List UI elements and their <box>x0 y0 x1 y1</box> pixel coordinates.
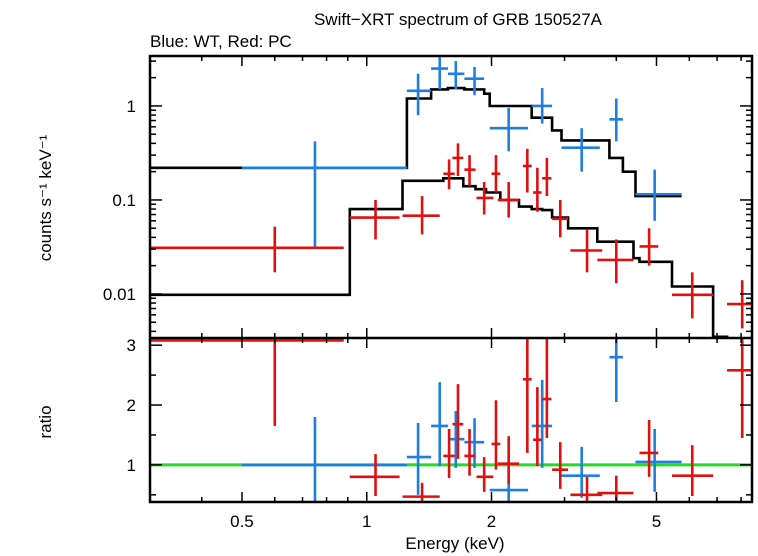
ratio-data-point-wt <box>531 379 553 468</box>
ratio-data-point-wt <box>241 417 407 502</box>
spectrum-data-point-pc <box>522 148 532 193</box>
chart-subtitle: Blue: WT, Red: PC <box>150 32 292 51</box>
spectrum-y-tick-label: 0.1 <box>112 191 136 210</box>
spectrum-data-point-wt <box>609 98 623 142</box>
spectrum-data-point-pc <box>639 228 659 266</box>
spectrum-data-point-wt <box>241 141 407 247</box>
spectrum-data-point-pc <box>402 196 440 235</box>
spectrum-data-point-pc <box>597 239 634 284</box>
ratio-data-point-pc <box>150 338 344 426</box>
x-tick-label: 0.5 <box>230 512 254 531</box>
ratio-data-point-pc <box>552 442 569 489</box>
ratio-data-point-pc <box>727 338 752 438</box>
x-tick-label: 5 <box>652 512 661 531</box>
spectrum-data-point-pc <box>497 182 520 218</box>
ratio-y-tick-label: 1 <box>127 456 136 475</box>
spectrum-data-point-pc <box>727 280 752 329</box>
ratio-data-point-pc <box>671 445 714 497</box>
spectrum-data-point-pc <box>150 226 344 273</box>
ratio-data-point-wt <box>431 382 448 467</box>
ratio-y-tick-label: 3 <box>127 336 136 355</box>
spectrum-data-point-wt <box>531 88 553 124</box>
ratio-data-point-wt <box>561 446 600 498</box>
spectrum-data-point-wt <box>464 66 485 96</box>
ratio-data-point-wt <box>464 418 485 468</box>
x-tick-label: 2 <box>487 512 496 531</box>
ratio-data-point-pc <box>597 475 634 502</box>
ratio-data-point-pc <box>533 387 542 467</box>
ratio-y-axis-label: ratio <box>36 405 55 438</box>
spectrum-data-point-wt <box>447 61 465 90</box>
ratio-data-point-pc <box>491 400 501 470</box>
ratio-data-point-wt <box>635 428 682 492</box>
x-axis-label: Energy (keV) <box>405 534 504 553</box>
ratio-data-point-pc <box>452 384 464 459</box>
ratio-data-point-pc <box>570 476 603 502</box>
spectrum-data-point-pc <box>464 155 476 187</box>
spectrum-data-point-wt <box>489 108 529 152</box>
chart-title: Swift−XRT spectrum of GRB 150527A <box>314 10 603 29</box>
spectrum-data-point-pc <box>443 159 455 190</box>
ratio-data-point-pc <box>522 338 532 453</box>
spectrum-data-point-pc <box>349 199 400 240</box>
spectrum-y-tick-label: 1 <box>127 97 136 116</box>
ratio-data-point-pc <box>542 338 552 438</box>
spectrum-data-point-pc <box>476 182 494 215</box>
spectrum-data-point-pc <box>452 143 464 176</box>
ratio-data-point-wt <box>447 411 465 468</box>
spectrum-data-point-pc <box>552 199 569 238</box>
model-step-line <box>150 177 729 339</box>
spectrum-data-point-pc <box>542 157 552 197</box>
ratio-data-point-pc <box>497 436 520 485</box>
ratio-data-point-pc <box>476 457 494 492</box>
ratio-data-point-wt <box>609 338 623 403</box>
spectrum-data-point-pc <box>671 272 714 319</box>
ratio-data-point-pc <box>639 420 659 477</box>
plot-frame <box>148 54 754 504</box>
spectrum-data-point-pc <box>570 229 603 273</box>
spectrum-data-point-wt <box>406 73 432 116</box>
ratio-data-point-pc <box>349 454 400 497</box>
ratio-data-point-pc <box>464 428 476 476</box>
x-tick-label: 1 <box>362 512 371 531</box>
ratio-data-point-pc <box>443 428 455 479</box>
spectrum-data-point-wt <box>561 128 600 172</box>
ratio-data-point-wt <box>406 422 432 495</box>
spectrum-data-point-wt <box>635 169 682 221</box>
spectrum-y-tick-label: 0.01 <box>103 285 136 304</box>
spectrum-data-point-pc <box>491 155 501 193</box>
spectrum-y-axis-label: counts s⁻¹ keV⁻¹ <box>36 134 55 261</box>
plot-layer: 0.01 0.1 1 1 2 3 0.5 1 2 5 <box>103 54 754 531</box>
ratio-data-point-pc <box>402 482 440 502</box>
spectrum-data-point-wt <box>431 57 448 90</box>
ratio-y-tick-label: 2 <box>127 396 136 415</box>
spectrum-data-point-pc <box>533 167 542 212</box>
